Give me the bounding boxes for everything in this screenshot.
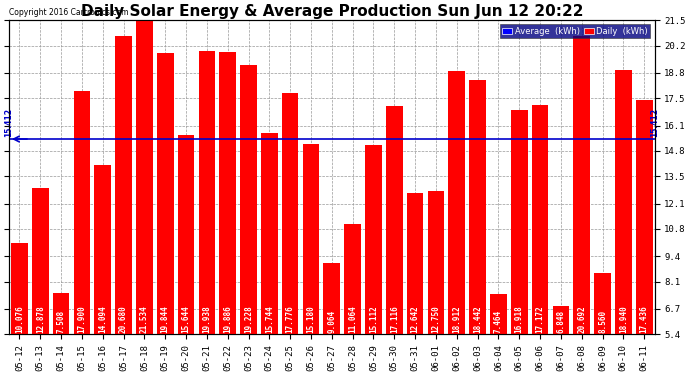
Bar (11, 243, 28, 334)
Text: 12.878: 12.878 (36, 306, 45, 333)
Text: 20.692: 20.692 (578, 306, 586, 333)
Text: 15.412: 15.412 (5, 108, 14, 137)
Bar (157, 53, 174, 334)
Bar (490, 294, 506, 334)
Text: 15.744: 15.744 (265, 306, 274, 333)
Bar (407, 193, 424, 334)
Text: 15.412: 15.412 (650, 108, 659, 137)
Text: 6.848: 6.848 (556, 310, 565, 333)
Bar (261, 132, 277, 334)
Text: 17.776: 17.776 (286, 306, 295, 333)
Text: 7.464: 7.464 (494, 310, 503, 333)
Text: 19.844: 19.844 (161, 306, 170, 333)
Text: 17.116: 17.116 (390, 306, 399, 333)
Text: 15.180: 15.180 (306, 306, 315, 333)
Bar (636, 100, 653, 334)
Bar (282, 93, 299, 334)
Text: 19.228: 19.228 (244, 306, 253, 333)
Text: 19.886: 19.886 (223, 306, 233, 333)
Text: 12.642: 12.642 (411, 306, 420, 333)
Bar (573, 36, 590, 334)
Title: Daily Solar Energy & Average Production Sun Jun 12 20:22: Daily Solar Energy & Average Production … (81, 4, 583, 19)
Text: 7.508: 7.508 (57, 310, 66, 333)
Bar (136, 20, 152, 334)
Bar (428, 191, 444, 334)
Bar (553, 306, 569, 334)
Bar (386, 106, 403, 334)
Text: 18.912: 18.912 (452, 306, 462, 333)
Bar (532, 105, 549, 334)
Legend: Average  (kWh), Daily  (kWh): Average (kWh), Daily (kWh) (500, 24, 651, 39)
Bar (95, 165, 111, 334)
Text: 20.680: 20.680 (119, 306, 128, 333)
Bar (448, 71, 465, 334)
Text: Copyright 2016 Cartronics.com: Copyright 2016 Cartronics.com (9, 8, 128, 17)
Text: 17.436: 17.436 (640, 306, 649, 333)
Text: 19.938: 19.938 (202, 306, 211, 333)
Text: 11.064: 11.064 (348, 306, 357, 333)
Text: 17.172: 17.172 (535, 306, 544, 333)
Text: 14.094: 14.094 (98, 306, 107, 333)
Bar (344, 224, 361, 334)
Text: 15.112: 15.112 (369, 306, 378, 333)
Text: 12.750: 12.750 (431, 306, 440, 333)
Bar (240, 64, 257, 334)
Bar (615, 70, 632, 334)
Text: 8.560: 8.560 (598, 310, 607, 333)
Bar (178, 135, 195, 334)
Bar (115, 36, 132, 334)
Bar (303, 144, 319, 334)
Text: 18.940: 18.940 (619, 306, 628, 333)
Text: 9.064: 9.064 (327, 310, 336, 333)
Text: 17.900: 17.900 (77, 306, 86, 333)
Bar (324, 263, 340, 334)
Bar (32, 188, 48, 334)
Bar (511, 110, 528, 334)
Bar (199, 51, 215, 334)
Bar (52, 293, 70, 334)
Text: 18.442: 18.442 (473, 306, 482, 333)
Bar (594, 273, 611, 334)
Text: 10.076: 10.076 (15, 306, 24, 333)
Bar (74, 90, 90, 334)
Text: 15.644: 15.644 (181, 306, 190, 333)
Bar (365, 145, 382, 334)
Text: 16.918: 16.918 (515, 306, 524, 333)
Text: 21.534: 21.534 (140, 306, 149, 333)
Bar (469, 80, 486, 334)
Bar (219, 52, 236, 334)
